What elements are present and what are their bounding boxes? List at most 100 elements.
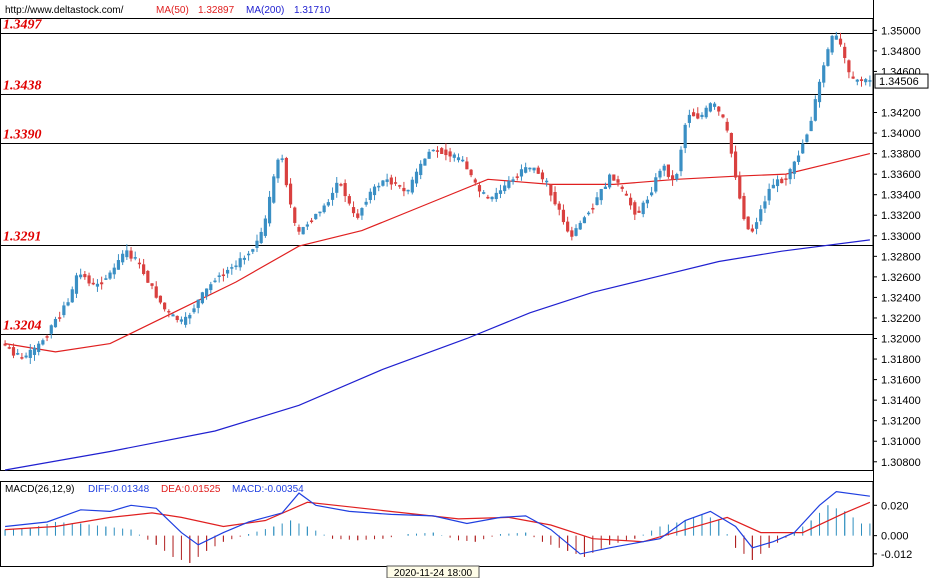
candle-body (167, 311, 171, 313)
candle-body (62, 305, 66, 316)
candle-body (557, 203, 561, 210)
candle-body (100, 282, 104, 285)
candle-body (87, 275, 91, 284)
candle-body (381, 180, 385, 186)
candle-body (658, 170, 662, 178)
macd-grid (0, 481, 874, 567)
candle-body (444, 149, 448, 156)
candle-body (540, 172, 545, 180)
candle-body (221, 274, 225, 277)
candle-body (486, 196, 490, 199)
candle-body (650, 192, 654, 196)
candle-body (629, 197, 633, 206)
candle-body (834, 35, 838, 40)
candle-body (456, 157, 461, 161)
candle-body (53, 318, 58, 328)
candle-body (738, 175, 742, 199)
candle-body (813, 99, 817, 121)
price-tick-label: 1.33400 (881, 190, 921, 202)
candle-body (536, 167, 540, 174)
candle-body (511, 179, 515, 182)
candle-body (670, 175, 675, 180)
support-resistance-levels: 1.3497 1.3438 1.3390 1.3291 1.3204 (0, 18, 873, 335)
candle-body (360, 208, 364, 216)
ma200-label: MA(200) (246, 5, 284, 16)
candle-body (528, 167, 532, 170)
candle-body (196, 299, 200, 308)
candle-body (423, 158, 427, 166)
candle-body (171, 314, 175, 317)
candle-body (822, 65, 826, 83)
candle-body (574, 228, 578, 236)
level-label: 1.3497 (3, 18, 43, 33)
macd-panel[interactable]: 0.020 0.000 -0.012 (0, 481, 913, 567)
candle-body (188, 314, 192, 319)
candle-body (179, 319, 184, 322)
candle-body (591, 207, 595, 210)
candle-body (704, 107, 708, 118)
candle-body (200, 292, 205, 304)
candle-body (549, 184, 553, 196)
candle-body (209, 284, 213, 291)
candle-body (771, 184, 775, 189)
price-tick-label: 1.31400 (881, 395, 921, 407)
candle-body (477, 185, 482, 192)
candle-body (641, 202, 645, 215)
candle-body (32, 347, 37, 355)
candle-body (419, 163, 423, 176)
candle-body (83, 274, 87, 278)
candle-body (612, 174, 616, 181)
candle-body (654, 177, 658, 192)
price-tick-label: 1.34000 (881, 128, 921, 140)
candle-body (335, 182, 339, 193)
ma200-value: 1.31710 (294, 5, 331, 16)
candle-body (288, 183, 293, 205)
crosshair-timestamp: 2020-11-24 18:00 (394, 568, 473, 578)
candle-body (112, 267, 116, 275)
candle-body (242, 257, 246, 260)
timestamp-box (386, 565, 480, 578)
candle-body (95, 283, 100, 287)
candle-body (763, 201, 767, 209)
candle-body (263, 218, 267, 236)
candle-body (3, 343, 7, 346)
candle-body (351, 207, 356, 214)
ma200-polyline (4, 239, 870, 471)
candle-body (792, 161, 796, 174)
candle-body (142, 264, 146, 275)
candle-body (389, 177, 393, 185)
macd-axis: 0.020 0.000 -0.012 (873, 500, 912, 561)
candle-body (238, 258, 242, 268)
ma50-label: MA(50) (156, 5, 189, 16)
candle-body (24, 355, 28, 358)
candle-body (482, 192, 486, 194)
macd-diff-label: DIFF:0.01348 (88, 484, 150, 495)
candle-body (616, 179, 620, 183)
candle-body (452, 154, 456, 158)
candle-body (570, 230, 574, 237)
macd-dea-label: DEA:0.01525 (161, 484, 221, 495)
candle-body (532, 167, 536, 171)
candle-body (490, 196, 494, 200)
ma50-line (5, 153, 871, 353)
candle-body (687, 114, 691, 123)
candle-body (28, 349, 32, 358)
price-panel[interactable]: 1.3497 1.3438 1.3390 1.3291 1.3204 1.35000 1.… (0, 0, 929, 566)
price-tick-label: 1.32800 (881, 251, 921, 263)
candle-body (121, 253, 125, 263)
candle-body (691, 112, 696, 117)
price-tick-label: 1.32200 (881, 313, 921, 325)
price-tick-label: 1.35000 (881, 25, 921, 37)
candle-body (326, 202, 330, 206)
macd-value-label: MACD:-0.00354 (232, 484, 304, 495)
candle-body (398, 185, 402, 187)
price-tick-label: 1.33600 (881, 169, 921, 181)
candle-body (314, 213, 318, 220)
candle-body (717, 106, 721, 112)
candle-body (272, 176, 276, 203)
candle-body (435, 150, 440, 152)
candle-body (733, 151, 738, 178)
candle-body (864, 79, 868, 83)
candle-body (66, 302, 70, 306)
candle-body (393, 182, 398, 184)
